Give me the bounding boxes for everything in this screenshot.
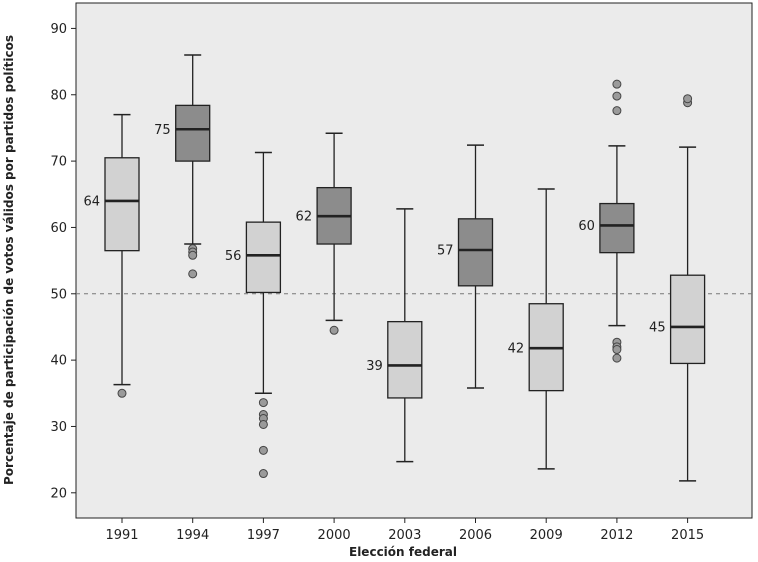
outlier-point xyxy=(258,398,268,408)
y-axis: 20 30 40 50 60 70 80 90 xyxy=(50,22,76,501)
x-tick-label: 2003 xyxy=(388,528,421,543)
x-tick-label: 2015 xyxy=(671,528,704,543)
box-iqr xyxy=(175,104,211,162)
boxes-layer: 64 75 56 62 39 57 42 60 45 xyxy=(83,54,706,482)
box-iqr xyxy=(104,157,140,252)
outlier-point xyxy=(612,353,622,363)
x-tick-label: 1991 xyxy=(105,528,138,543)
y-tick-label: 90 xyxy=(50,22,67,37)
median-label: 60 xyxy=(578,219,595,234)
x-tick-label: 2000 xyxy=(318,528,351,543)
x-axis: 1991 1994 1997 2000 2003 2006 2009 2012 2015 xyxy=(105,518,704,543)
median-label: 62 xyxy=(296,210,313,225)
y-tick-label: 60 xyxy=(50,221,67,236)
outlier-point xyxy=(188,250,198,260)
outlier-point xyxy=(188,269,198,279)
median-label: 45 xyxy=(649,320,666,335)
x-axis-title: Elección federal xyxy=(349,545,457,559)
outlier-point xyxy=(117,388,127,398)
box-iqr xyxy=(669,274,706,365)
median-label: 56 xyxy=(225,249,242,264)
y-axis-title: Porcentaje de participación de votos vál… xyxy=(2,35,16,485)
plot-area xyxy=(75,2,753,519)
box-2009: 42 xyxy=(508,188,564,470)
outlier-point xyxy=(329,325,339,335)
outlier-point xyxy=(683,94,693,104)
box-2015: 45 xyxy=(649,94,706,482)
outlier-point xyxy=(258,419,268,429)
box-iqr xyxy=(387,320,423,399)
y-tick-label: 50 xyxy=(50,287,67,302)
box-1991: 64 xyxy=(83,113,140,398)
box-iqr xyxy=(457,218,494,287)
box-2000: 62 xyxy=(296,132,352,335)
outlier-point xyxy=(612,79,622,89)
median-label: 57 xyxy=(437,243,454,258)
y-tick-label: 40 xyxy=(50,354,67,369)
x-tick-label: 1994 xyxy=(176,528,209,543)
x-tick-label: 2012 xyxy=(600,528,633,543)
median-label: 64 xyxy=(83,194,100,209)
box-2003: 39 xyxy=(366,208,423,463)
x-tick-label: 2006 xyxy=(459,528,492,543)
box-2006: 57 xyxy=(437,144,494,389)
box-1997: 56 xyxy=(225,151,282,479)
outlier-point xyxy=(258,445,268,455)
y-tick-label: 80 xyxy=(50,88,67,103)
y-tick-label: 20 xyxy=(50,486,67,501)
median-label: 42 xyxy=(508,342,525,357)
box-2012: 60 xyxy=(578,79,635,363)
median-label: 75 xyxy=(154,123,171,138)
median-label: 39 xyxy=(366,359,383,374)
outlier-point xyxy=(612,106,622,116)
x-tick-label: 2009 xyxy=(530,528,563,543)
y-tick-label: 30 xyxy=(50,420,67,435)
box-iqr xyxy=(599,202,635,254)
x-tick-label: 1997 xyxy=(247,528,280,543)
outlier-point xyxy=(612,91,622,101)
outlier-point xyxy=(612,345,622,355)
box-1994: 75 xyxy=(154,54,211,279)
y-tick-label: 70 xyxy=(50,155,67,170)
box-iqr xyxy=(245,221,282,294)
outlier-point xyxy=(258,469,268,479)
